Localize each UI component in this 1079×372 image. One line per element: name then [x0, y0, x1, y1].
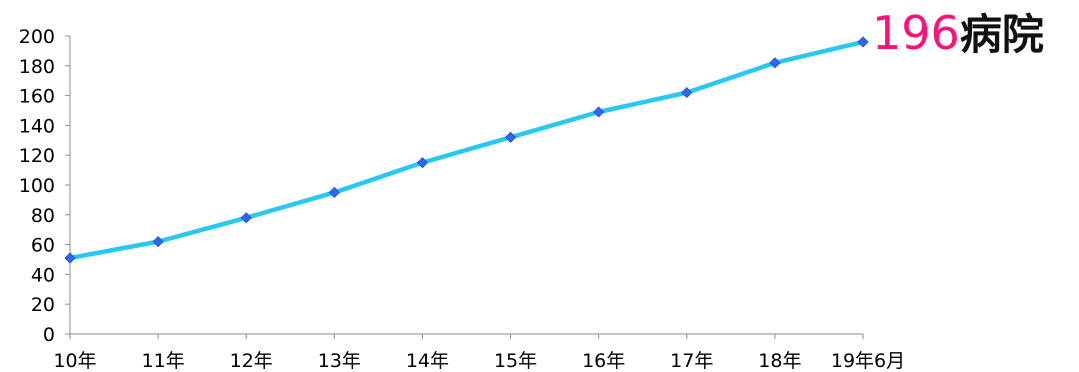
data-point-marker [857, 36, 869, 48]
y-axis: 0 20 40 60 80 100 120 140 160 180 200 [19, 26, 71, 346]
data-point-marker [240, 212, 252, 224]
y-tick-label: 200 [19, 26, 55, 48]
data-point-marker [504, 131, 517, 143]
y-tick-label: 0 [43, 324, 55, 346]
data-point-marker [681, 87, 693, 99]
y-tick-label: 40 [31, 264, 55, 286]
x-tick-label: 17年 [670, 350, 713, 372]
y-tick-label: 160 [19, 86, 55, 108]
y-tick-label: 20 [31, 294, 55, 316]
x-tick-label: 14年 [406, 350, 449, 372]
y-tick-label: 180 [19, 56, 55, 78]
data-point-marker [152, 236, 164, 248]
data-point-marker [769, 57, 781, 69]
series-line [67, 39, 866, 261]
data-point-marker [593, 106, 605, 118]
x-tick-label: 11年 [142, 350, 185, 372]
callout-number: 196 [872, 6, 960, 60]
data-point-marker [416, 157, 429, 169]
x-tick-label: 18年 [758, 350, 801, 372]
callout-unit: 病院 [959, 10, 1044, 59]
x-tick-label: 12年 [230, 350, 273, 372]
total-callout: 196病院 [872, 10, 1044, 56]
y-tick-label: 120 [19, 145, 55, 167]
x-axis: 10年 11年 12年 13年 14年 15年 16年 17年 18年 19年6月 [53, 333, 905, 372]
x-tick-label: 16年 [582, 350, 625, 372]
y-tick-label: 100 [19, 175, 55, 197]
y-tick-label: 60 [31, 235, 55, 257]
y-tick-label: 140 [19, 115, 55, 137]
data-point-marker [64, 252, 76, 264]
x-tick-label: 15年 [494, 350, 537, 372]
x-tick-label: 13年 [318, 350, 361, 372]
x-tick-label: 19年6月 [831, 350, 905, 372]
data-point-marker [328, 186, 340, 199]
data-series [64, 36, 869, 264]
y-tick-label: 80 [31, 205, 55, 227]
x-tick-label: 10年 [53, 350, 96, 372]
